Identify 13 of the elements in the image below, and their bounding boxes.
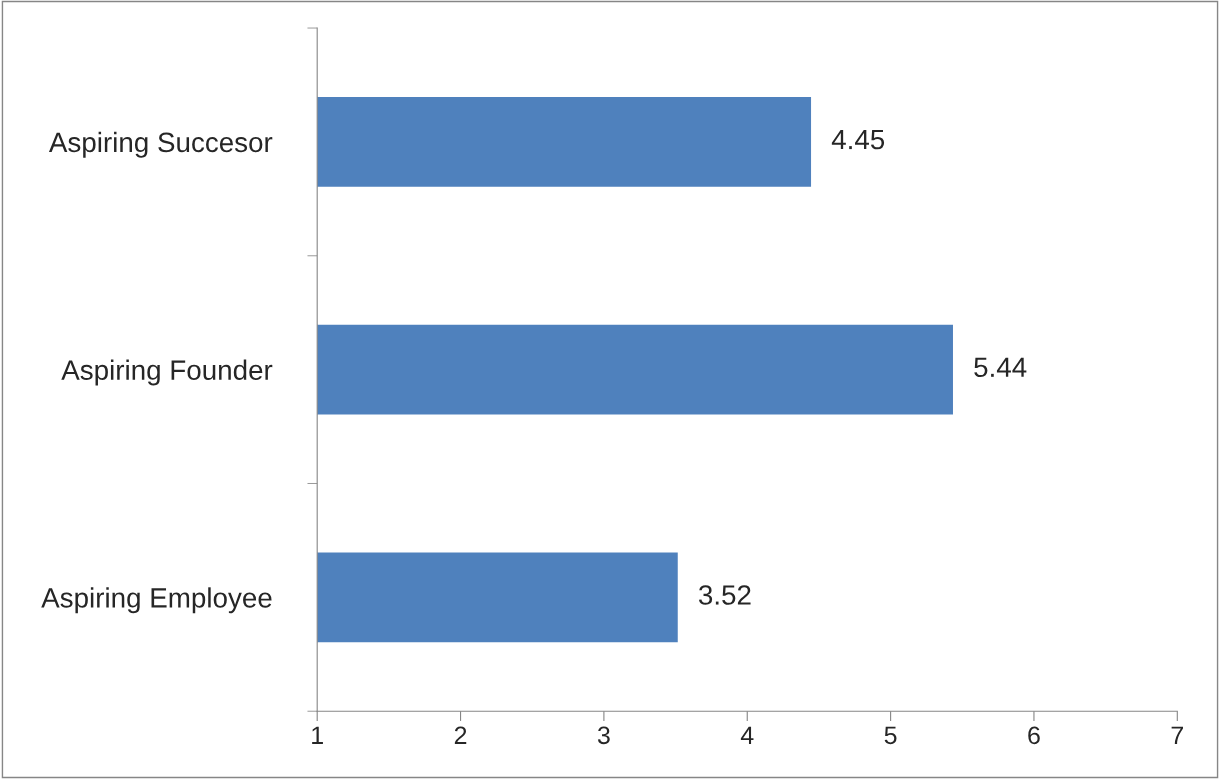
x-tick-label: 7 xyxy=(1171,726,1183,744)
y-tick-label: Aspiring Founder xyxy=(61,359,273,386)
x-tick-label: 1 xyxy=(312,726,323,744)
data-label: 3.52 xyxy=(698,585,751,605)
x-tick-label: 6 xyxy=(1028,726,1040,745)
y-tick-label: Aspiring Succesor xyxy=(48,131,273,158)
data-label: 4.45 xyxy=(831,129,885,150)
x-tick-label: 4 xyxy=(740,726,754,744)
x-tick-label: 3 xyxy=(597,726,610,745)
x-tick-label: 2 xyxy=(454,726,467,744)
data-label: 5.44 xyxy=(974,357,1027,378)
x-tick-label: 5 xyxy=(884,726,897,745)
y-tick-label: Aspiring Employee xyxy=(41,587,272,614)
